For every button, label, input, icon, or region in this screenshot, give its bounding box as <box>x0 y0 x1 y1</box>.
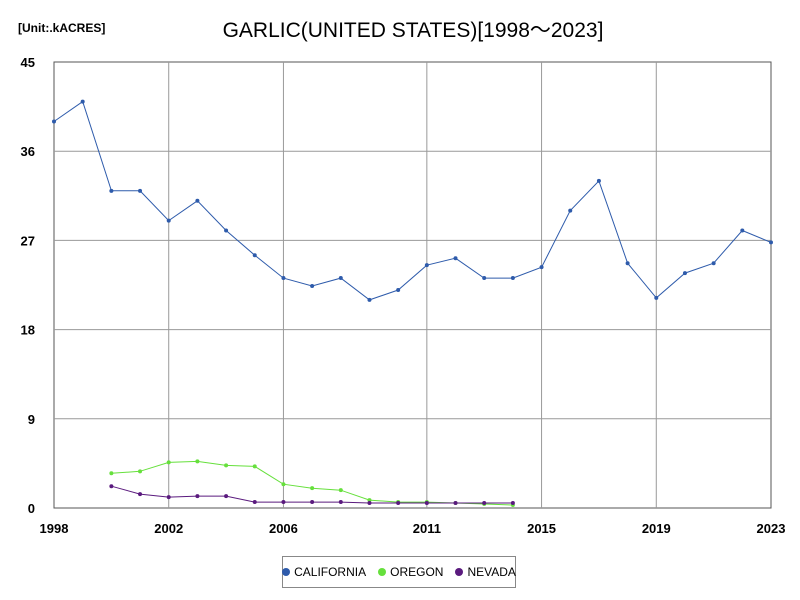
data-point-nevada <box>166 495 171 500</box>
y-axis-ticks: 0 9 18 27 36 45 <box>21 55 35 516</box>
legend-marker <box>282 568 291 576</box>
data-point-california <box>52 119 56 124</box>
data-point-california <box>769 240 773 245</box>
legend-item-nevada: NEVADA <box>455 565 516 579</box>
data-point-california <box>281 276 286 281</box>
data-point-nevada <box>310 500 315 505</box>
data-point-oregon <box>367 498 372 503</box>
data-point-nevada <box>367 501 372 506</box>
data-point-oregon <box>281 482 286 487</box>
y-tick-label: 0 <box>28 501 35 516</box>
data-point-california <box>482 276 487 281</box>
data-point-nevada <box>281 500 286 505</box>
data-point-california <box>338 276 343 281</box>
x-tick-label: 2023 <box>757 521 786 536</box>
x-tick-label: 2006 <box>269 521 298 536</box>
x-tick-label: 2011 <box>413 521 441 536</box>
chart-title: GARLIC(UNITED STATES)[1998～2023] <box>222 19 604 42</box>
data-point-california <box>80 99 85 104</box>
data-point-nevada <box>109 484 114 489</box>
data-point-california <box>166 218 171 223</box>
data-point-oregon <box>338 488 343 493</box>
data-point-nevada <box>338 500 343 505</box>
series-line-california <box>53 100 772 301</box>
data-point-nevada <box>138 492 143 497</box>
data-point-california <box>711 261 716 266</box>
data-point-california <box>224 228 229 233</box>
data-point-oregon <box>224 463 229 468</box>
unit-label: [Unit:.kACRES] <box>18 21 106 35</box>
x-tick-label: 2019 <box>642 521 671 536</box>
y-tick-label: 18 <box>21 323 35 338</box>
data-point-oregon <box>109 471 114 476</box>
x-axis-ticks: 1998 2002 2006 2011 2015 2019 2023 <box>40 521 786 536</box>
data-point-oregon <box>166 460 171 465</box>
grid-lines <box>54 62 771 508</box>
data-point-california <box>654 295 659 300</box>
data-point-oregon <box>138 469 143 474</box>
data-point-oregon <box>252 464 257 469</box>
data-point-california <box>596 178 601 183</box>
x-tick-label: 1998 <box>40 521 69 536</box>
legend-label: OREGON <box>390 565 444 579</box>
data-point-california <box>539 265 544 270</box>
data-point-nevada <box>252 500 257 505</box>
data-point-nevada <box>482 501 487 506</box>
legend-label: CALIFORNIA <box>294 565 367 579</box>
legend: CALIFORNIA OREGON NEVADA <box>282 556 516 588</box>
y-tick-label: 9 <box>28 412 35 427</box>
y-tick-label: 36 <box>21 144 35 159</box>
line-chart: 0 9 18 27 36 45 1998 2002 2006 2011 2015 2019 2023 <box>21 55 786 536</box>
data-point-california <box>682 271 687 276</box>
data-point-nevada <box>424 501 429 506</box>
data-point-nevada <box>510 501 515 506</box>
legend-marker <box>455 568 464 576</box>
legend-label: NEVADA <box>467 565 516 579</box>
plot-area <box>53 61 772 509</box>
data-point-california <box>625 261 630 266</box>
data-point-california <box>510 276 515 281</box>
data-point-california <box>396 287 401 292</box>
data-point-california <box>138 188 143 193</box>
data-point-nevada <box>195 494 200 499</box>
data-point-california <box>740 228 745 233</box>
x-tick-label: 2002 <box>154 521 183 536</box>
data-point-california <box>367 297 372 302</box>
data-point-california <box>195 198 200 203</box>
data-point-nevada <box>453 501 458 506</box>
legend-item-california: CALIFORNIA <box>282 565 366 579</box>
series-group <box>52 99 773 508</box>
data-point-california <box>568 208 573 213</box>
legend-item-oregon: OREGON <box>378 565 443 579</box>
data-point-oregon <box>310 486 315 491</box>
data-point-california <box>109 188 114 193</box>
data-point-nevada <box>224 494 229 499</box>
y-tick-label: 27 <box>21 233 35 248</box>
x-tick-label: 2015 <box>527 521 556 536</box>
data-point-california <box>453 256 458 261</box>
data-point-california <box>310 283 315 288</box>
data-point-oregon <box>195 459 200 464</box>
data-point-california <box>252 253 257 258</box>
legend-marker <box>378 568 387 576</box>
data-point-california <box>424 263 429 268</box>
data-point-nevada <box>396 501 401 506</box>
y-tick-label: 45 <box>21 55 35 70</box>
